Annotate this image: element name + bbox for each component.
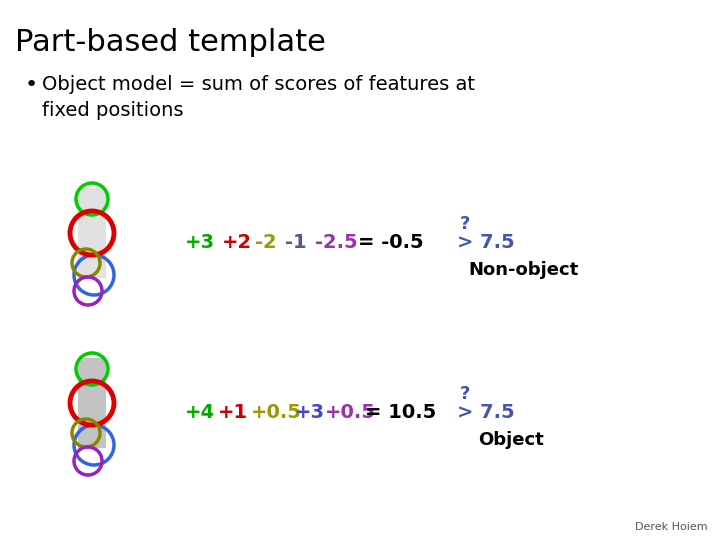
Bar	[78, 188, 106, 278]
Text: +2: +2	[222, 233, 252, 252]
Text: = 10.5: = 10.5	[365, 402, 436, 422]
Text: +0.5: +0.5	[251, 402, 302, 422]
Text: -2: -2	[255, 233, 276, 252]
Text: •: •	[25, 75, 38, 95]
Bar	[78, 358, 106, 448]
Text: = -0.5: = -0.5	[358, 233, 423, 252]
Text: +4: +4	[185, 402, 215, 422]
Text: Non-object: Non-object	[468, 261, 578, 279]
Text: -2.5: -2.5	[315, 233, 358, 252]
Text: > 7.5: > 7.5	[457, 402, 515, 422]
Text: +3: +3	[295, 402, 325, 422]
Text: +0.5: +0.5	[325, 402, 376, 422]
Text: ?: ?	[460, 385, 470, 403]
Text: ?: ?	[460, 215, 470, 233]
Text: > 7.5: > 7.5	[457, 233, 515, 252]
Text: +1: +1	[218, 402, 248, 422]
Text: Object model = sum of scores of features at
fixed positions: Object model = sum of scores of features…	[42, 75, 475, 120]
Text: -1: -1	[285, 233, 307, 252]
Text: +3: +3	[185, 233, 215, 252]
Text: Object: Object	[478, 431, 544, 449]
Text: Derek Hoiem: Derek Hoiem	[635, 522, 708, 532]
Text: Part-based template: Part-based template	[15, 28, 326, 57]
